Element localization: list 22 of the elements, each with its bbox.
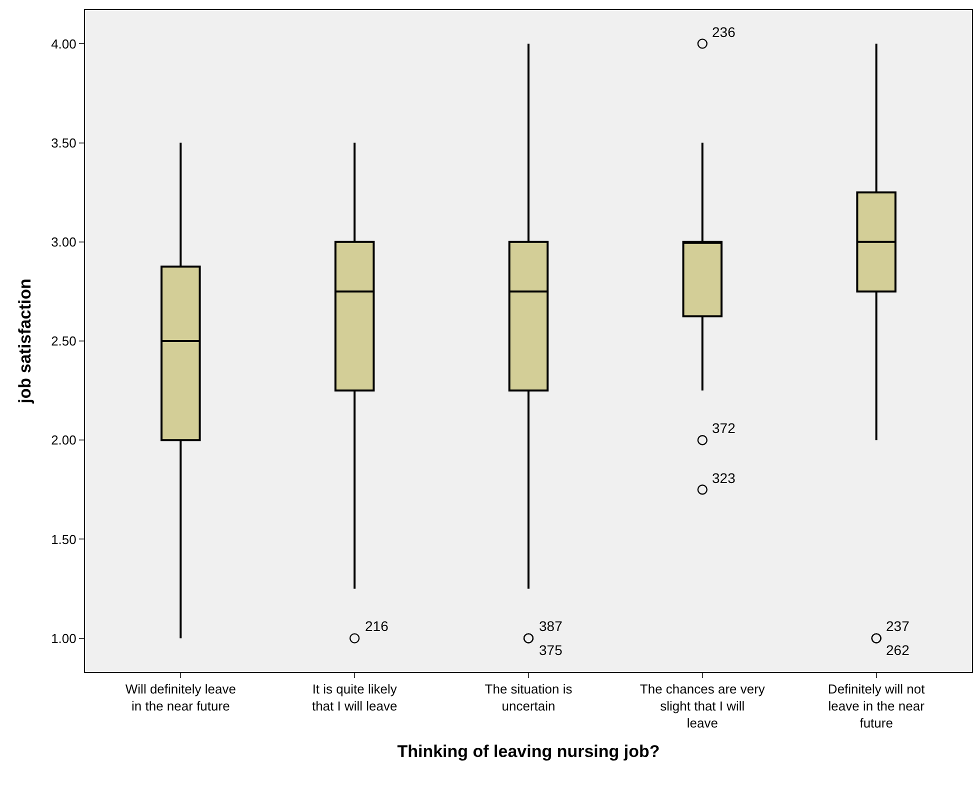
annotation: 236: [712, 24, 736, 40]
annotation: 216: [365, 618, 389, 634]
y-tick-label: 1.00: [51, 630, 76, 646]
annotation: 375: [539, 642, 563, 658]
y-tick-label: 3.50: [51, 135, 76, 150]
y-tick-label: 2.50: [51, 334, 76, 349]
y-axis-title: job satisfaction: [16, 278, 35, 404]
x-axis-title: Thinking of leaving nursing job?: [397, 742, 660, 761]
x-tick-label: Definitely will not leave in the near future: [828, 682, 926, 730]
annotation: 323: [712, 470, 736, 486]
y-tick-label: 4.00: [51, 36, 76, 52]
x-tick-label: Will definitely leave in the near future: [125, 682, 236, 714]
x-tick-label: The chances are very slight that I will leave: [640, 682, 766, 730]
annotation: 387: [539, 618, 563, 634]
x-tick-label: It is quite likely that I will leave: [312, 682, 398, 714]
y-tick-label: 3.00: [51, 234, 76, 250]
y-tick-label: 1.50: [51, 532, 76, 547]
annotation: 262: [886, 642, 910, 658]
y-tick-label: 2.00: [51, 432, 76, 448]
x-tick-label: The situation is uncertain: [484, 682, 573, 714]
annotation: 237: [886, 618, 910, 634]
annotation: 372: [712, 420, 736, 436]
